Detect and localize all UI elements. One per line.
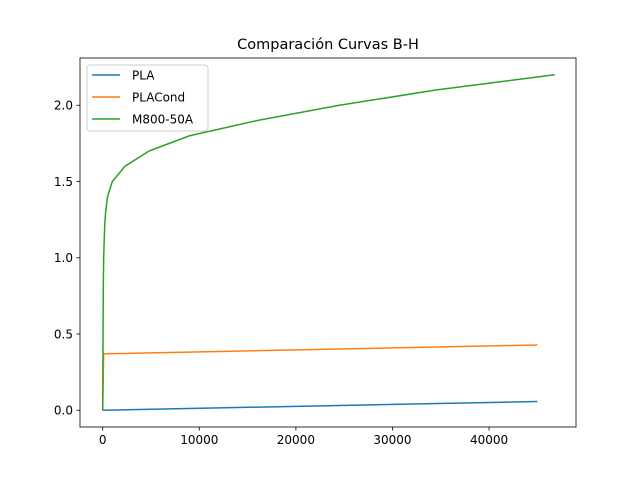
y-tick-label: 1.0	[54, 251, 73, 265]
legend-box	[86, 64, 209, 132]
series-layer	[101, 74, 555, 411]
legend-label: PLACond	[132, 90, 185, 104]
y-tick-label: 2.0	[54, 99, 73, 113]
legend-label: PLA	[132, 68, 155, 82]
x-axis: 0 10000 20000 30000 40000	[99, 427, 508, 447]
y-axis: 0.0 0.5 1.0 1.5 2.0	[54, 99, 80, 418]
y-tick-label: 1.5	[54, 175, 73, 189]
x-tick-label: 40000	[470, 433, 508, 447]
y-tick-label: 0.0	[54, 404, 73, 418]
series-line-m800-50a	[101, 74, 555, 411]
legend: PLA PLACond M800-50A	[86, 64, 209, 132]
y-tick-label: 0.5	[54, 327, 73, 341]
chart-title: Comparación Curvas B-H	[237, 37, 419, 53]
plot-frame	[79, 57, 577, 428]
x-tick-label: 0	[99, 433, 107, 447]
series-line-pla	[102, 400, 538, 411]
x-tick-label: 10000	[180, 433, 218, 447]
legend-label: M800-50A	[132, 112, 194, 126]
x-tick-label: 20000	[277, 433, 315, 447]
x-tick-label: 30000	[373, 433, 411, 447]
